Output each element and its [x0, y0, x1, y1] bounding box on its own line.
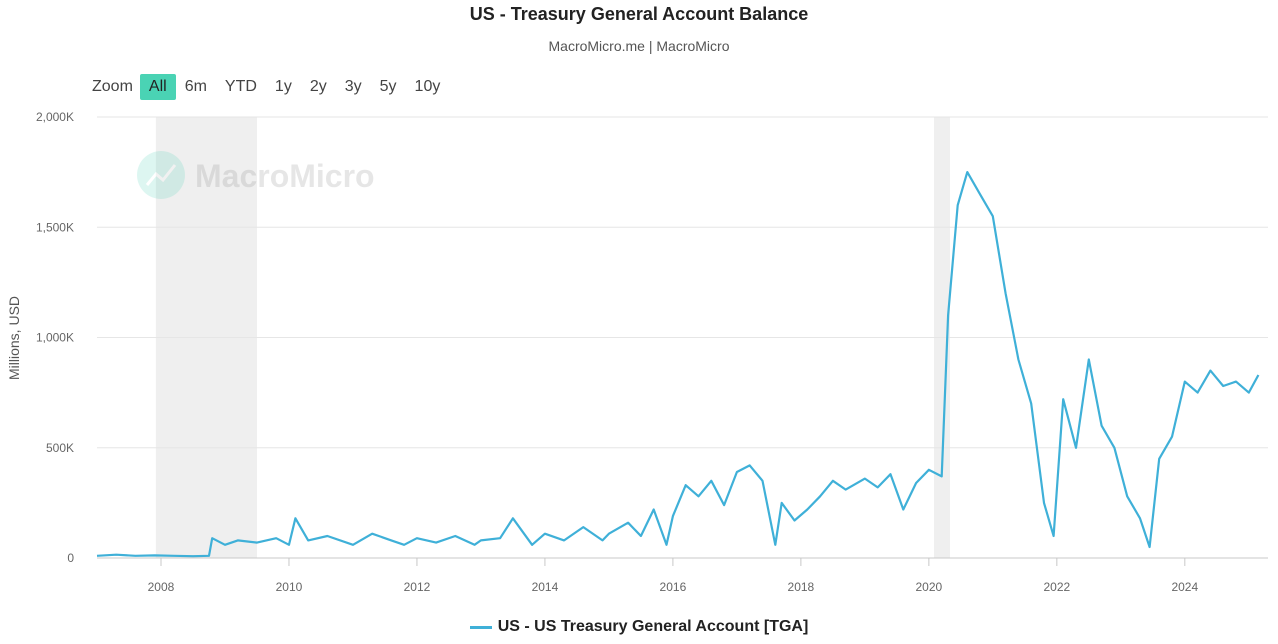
chart-subtitle: MacroMicro.me | MacroMicro	[548, 38, 730, 54]
x-tick-label: 2020	[916, 580, 943, 594]
x-tick-label: 2018	[788, 580, 815, 594]
watermark: MacroMicro	[137, 151, 375, 199]
y-tick-label: 0	[67, 551, 74, 565]
series-line-tga	[96, 171, 1260, 558]
y-tick-label: 2,000K	[36, 110, 74, 124]
zoom-bar: Zoom All 6m YTD 1y 2y 3y 5y 10y	[92, 73, 449, 101]
zoom-1y-button[interactable]: 1y	[274, 78, 292, 95]
chart-title: US - Treasury General Account Balance	[469, 4, 809, 24]
zoom-2y-button[interactable]: 2y	[309, 78, 327, 95]
x-tick-label: 2010	[276, 580, 303, 594]
x-tick-label: 2008	[148, 580, 175, 594]
watermark-logo-icon	[137, 151, 185, 199]
zoom-ytd-button[interactable]: YTD	[224, 78, 257, 95]
x-tick-label: 2022	[1043, 580, 1070, 594]
legend-label-tga: US - US Treasury General Account [TGA]	[497, 618, 809, 635]
y-axis-ticks: 0 500K 1,000K 1,500K 2,000K	[36, 110, 74, 565]
zoom-3y-button[interactable]: 3y	[344, 78, 362, 95]
watermark-logo-mark	[145, 164, 177, 186]
series-group	[96, 171, 1260, 558]
x-tick-label: 2014	[532, 580, 559, 594]
x-tick-label: 2024	[1171, 580, 1198, 594]
x-tick-label: 2016	[660, 580, 687, 594]
legend[interactable]: US - US Treasury General Account [TGA]	[0, 618, 1278, 636]
y-tick-label: 1,500K	[36, 220, 74, 234]
legend-swatch-tga	[469, 625, 492, 629]
y-tick-label: 1,000K	[36, 331, 74, 345]
watermark-text: MacroMicro	[195, 158, 375, 194]
y-axis-label: Millions, USD	[6, 296, 22, 380]
zoom-all-button[interactable]: All	[139, 74, 176, 100]
y-gridlines	[97, 116, 1268, 559]
x-axis: 2008 2010 2012 2014 2016 2018 2020 2022 2024	[148, 558, 1198, 594]
zoom-label: Zoom	[92, 78, 133, 95]
zoom-10y-button[interactable]: 10y	[414, 78, 441, 95]
y-tick-label: 500K	[46, 441, 74, 455]
x-tick-label: 2012	[404, 580, 431, 594]
zoom-5y-button[interactable]: 5y	[379, 78, 397, 95]
zoom-6m-button[interactable]: 6m	[184, 78, 207, 95]
